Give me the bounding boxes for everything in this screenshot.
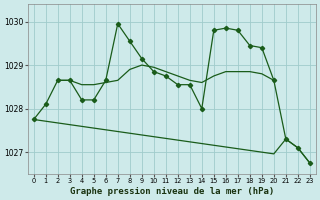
- X-axis label: Graphe pression niveau de la mer (hPa): Graphe pression niveau de la mer (hPa): [70, 187, 274, 196]
